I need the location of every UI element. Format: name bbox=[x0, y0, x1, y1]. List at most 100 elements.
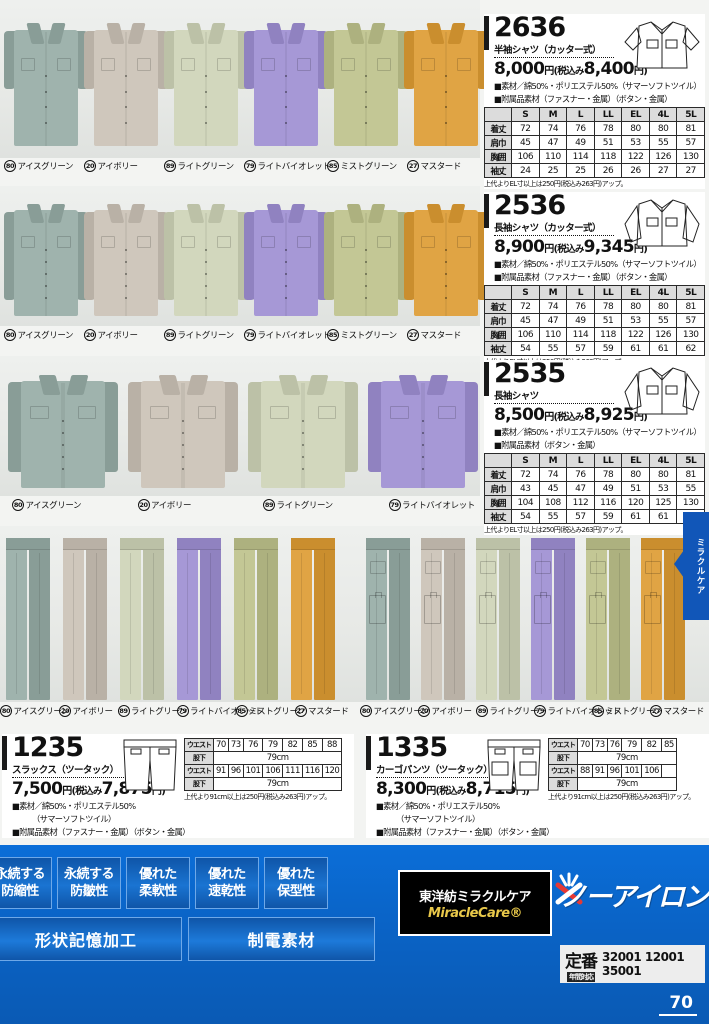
size-cell: 110 bbox=[538, 149, 568, 164]
logo-en-text: MiracleCare® bbox=[427, 905, 523, 921]
color-name: アイスグリーン bbox=[13, 707, 70, 717]
color-name: アイボリー bbox=[431, 707, 472, 717]
shirt-photo-mist_green bbox=[324, 196, 408, 316]
shirt-button bbox=[365, 296, 368, 299]
feature-line-2: 防縮性 bbox=[1, 884, 39, 899]
product-code: 2636 bbox=[494, 12, 566, 43]
size-header-cell: L bbox=[566, 453, 595, 468]
size-cell: 74 bbox=[538, 299, 568, 314]
waist-row-label: ウエスト bbox=[548, 738, 578, 752]
product-name: スラックス（ツータック） bbox=[12, 765, 119, 776]
feature-line-1: 永続する bbox=[63, 867, 115, 882]
shirt-pocket-left bbox=[100, 57, 116, 72]
pants-leg-left bbox=[234, 538, 255, 700]
size-cell: 78 bbox=[593, 121, 623, 136]
shirt-button bbox=[125, 122, 128, 125]
color-label-ice_green: 80 アイスグリーン bbox=[4, 329, 77, 341]
size-cell: 45 bbox=[538, 481, 568, 496]
pants-crease bbox=[453, 552, 455, 694]
pants-crease bbox=[650, 552, 652, 694]
price-value: 8,300 bbox=[376, 779, 427, 799]
color-label-ice_green: 80 アイスグリーン bbox=[4, 160, 77, 172]
attachment-text: ■附属品素材（ファスナー・金属）（ボタン・金属） bbox=[12, 827, 190, 837]
size-header-cell: M bbox=[538, 285, 568, 300]
color-number-badge: 27 bbox=[407, 160, 419, 172]
color-number-badge: 80 bbox=[0, 705, 12, 717]
price-incl-label: (税込み bbox=[435, 786, 467, 797]
size-cell: 76 bbox=[566, 121, 595, 136]
size-cell: 43 bbox=[511, 481, 540, 496]
color-label-light_green: 89 ライトグリーン bbox=[263, 499, 355, 511]
shirt-button bbox=[62, 444, 65, 447]
shirt-button bbox=[125, 272, 128, 275]
size-cell: 61 bbox=[648, 509, 678, 524]
color-label-light_violet: 79 ライトバイオレット bbox=[534, 705, 621, 717]
size-cell: 54 bbox=[511, 509, 540, 524]
size-cell: 114 bbox=[566, 149, 595, 164]
shirt-body bbox=[141, 380, 225, 488]
pants-crease bbox=[129, 552, 131, 694]
shirt-body bbox=[14, 210, 78, 316]
shirt-body bbox=[14, 29, 78, 146]
color-name: マスタード bbox=[663, 707, 705, 717]
shirt-pocket-left bbox=[390, 406, 409, 420]
shirt-button bbox=[182, 468, 185, 471]
waist-cell-empty bbox=[660, 764, 677, 778]
pants-photo-mist_green bbox=[234, 538, 278, 700]
color-label-mist_green: 85 ミストグリーン bbox=[235, 705, 306, 717]
color-number-badge: 27 bbox=[650, 705, 662, 717]
size-cell: 116 bbox=[593, 495, 623, 510]
product-sketch-2535 bbox=[623, 362, 701, 420]
product-name: カーゴパンツ（ツータック） bbox=[376, 765, 493, 776]
pants-crease bbox=[485, 552, 487, 694]
color-label-mustard: 27 マスタード bbox=[294, 705, 351, 717]
shirt-button bbox=[45, 296, 48, 299]
pants-leg-right bbox=[664, 538, 685, 700]
material-text-2: （サマーソフトツイル） bbox=[32, 814, 116, 824]
shirt-button bbox=[205, 74, 208, 77]
pants-leg-left bbox=[641, 538, 662, 700]
size-header-cell: M bbox=[538, 453, 568, 468]
material-text-1: ■素材／綿50%・ポリエステル50% bbox=[12, 801, 136, 811]
material-text: ■素材／綿50%・ポリエステル50%（サマーソフトツイル） bbox=[494, 259, 702, 269]
size-cell: 74 bbox=[538, 467, 568, 482]
color-name: アイスグリーン bbox=[373, 707, 430, 717]
shirt-button bbox=[125, 90, 128, 93]
waist-row: ウエスト 88 91 96 101 106 bbox=[548, 764, 677, 778]
size-cell: 125 bbox=[648, 495, 678, 510]
dotted-rule bbox=[494, 235, 614, 236]
size-table-row: 着丈 72 74 76 78 80 80 81 bbox=[484, 299, 705, 314]
accent-bar bbox=[484, 16, 489, 50]
x-burst-icon bbox=[555, 872, 583, 905]
price-value: 8,900 bbox=[494, 237, 545, 257]
teiban-box: 定番 年間対応 32001 12001 35001 bbox=[560, 945, 705, 983]
shirt-pocket-right bbox=[296, 57, 312, 72]
color-number-badge: 79 bbox=[388, 499, 401, 511]
inseam-row-label: 股下 bbox=[548, 777, 578, 791]
size-cell: 130 bbox=[676, 495, 705, 510]
size-cell: 61 bbox=[648, 341, 678, 356]
shirt-button bbox=[62, 468, 65, 471]
side-tab-miraclecare[interactable]: ミラクルケア bbox=[674, 512, 709, 620]
waist-row: ウエスト 70 73 76 79 82 85 bbox=[548, 738, 677, 752]
waist-cell: 82 bbox=[282, 738, 303, 752]
waist-cell: 116 bbox=[301, 764, 323, 778]
shirt-pocket-right bbox=[296, 235, 312, 249]
color-name: マスタード bbox=[420, 331, 462, 341]
waist-cell: 91 bbox=[213, 764, 229, 778]
size-cell: 114 bbox=[566, 327, 595, 342]
attachment-text: ■附属品素材（ボタン・金属） bbox=[494, 440, 601, 450]
color-name: アイボリー bbox=[72, 707, 113, 717]
pants-photo-light_green bbox=[120, 538, 164, 700]
color-number-badge: 85 bbox=[235, 705, 248, 717]
product-name: 長袖シャツ（カッター式） bbox=[494, 223, 601, 234]
color-labels-2535: 80 アイスグリーン 20 アイボリー 89 ライトグリーン 79 ライトバイオ… bbox=[12, 499, 480, 511]
cargo-pocket bbox=[643, 591, 662, 625]
feature-line-1: 優れた bbox=[208, 867, 246, 882]
waist-table: ウエスト 70 73 76 79 82 85 88 股下 79cm ウエスト 91 96 101 10… bbox=[184, 738, 343, 791]
shirt-collar-left bbox=[158, 374, 180, 395]
shirt-body bbox=[334, 29, 398, 146]
size-cell: 81 bbox=[676, 467, 705, 482]
color-number-badge: 27 bbox=[294, 705, 307, 717]
